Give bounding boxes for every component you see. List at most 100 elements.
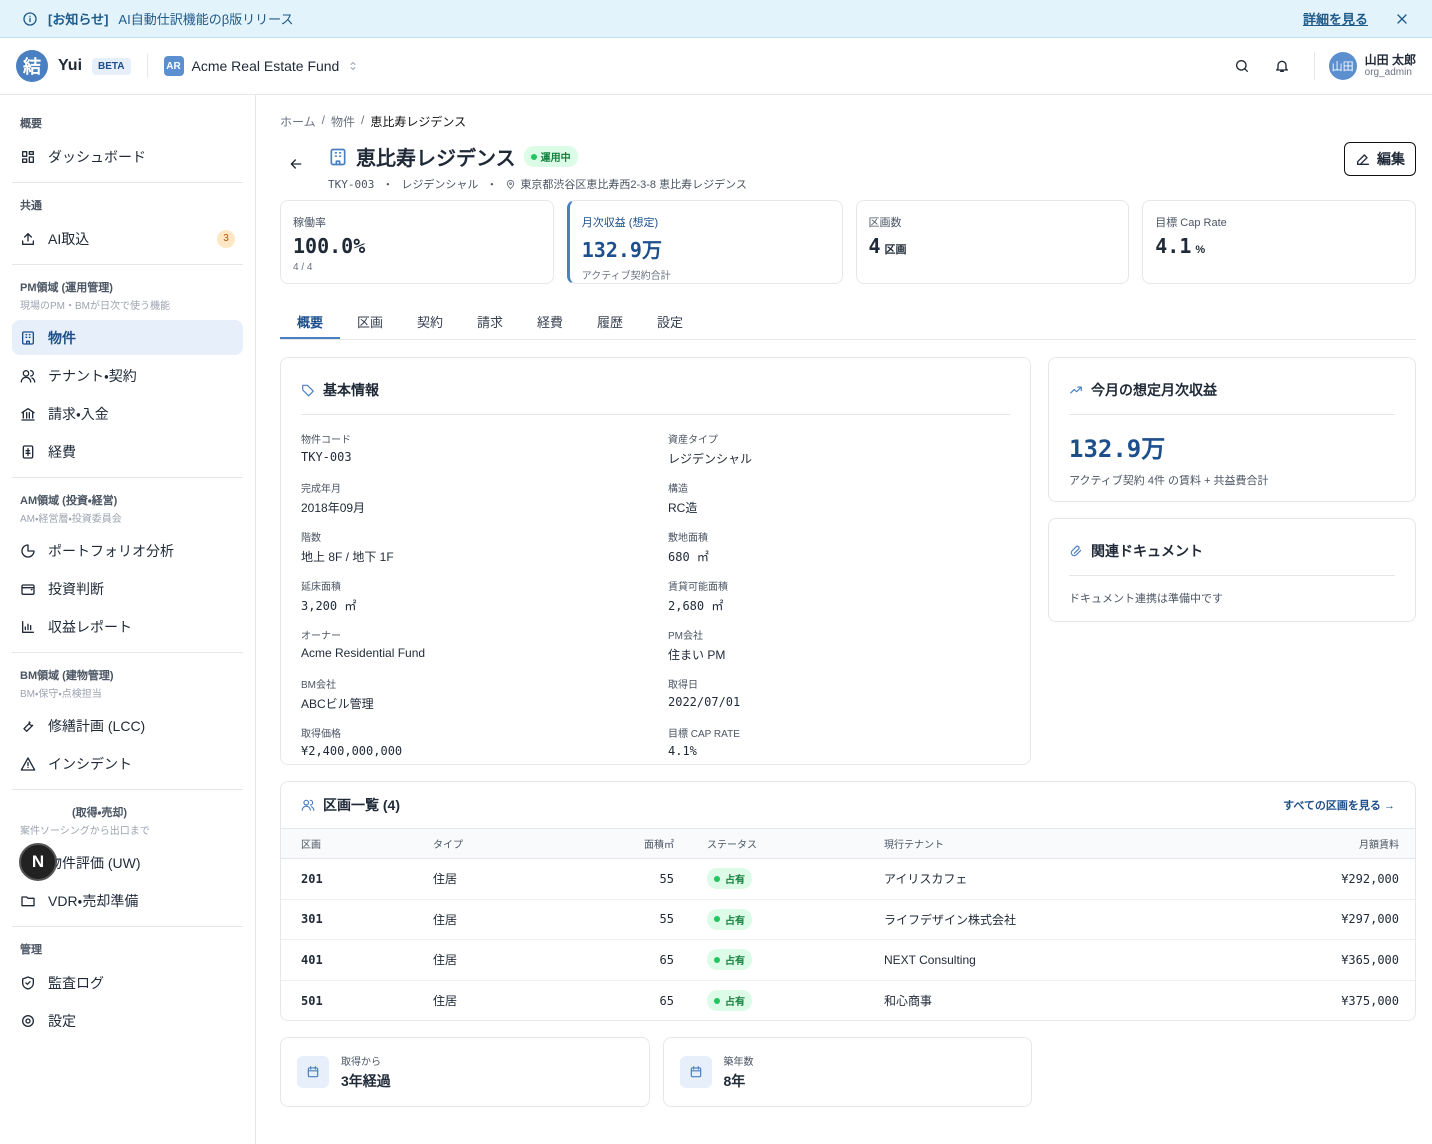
kpi-value-row: 132.9万 [582, 234, 830, 263]
field-label: 完成年月 [301, 484, 341, 495]
summary-text: 築年数 8年 [724, 1053, 754, 1091]
table-header: 区画 タイプ 面積㎡ ステータス 現行テナント 月額賃料 [281, 828, 1415, 859]
field-value: 2,680 ㎡ [668, 599, 724, 613]
nav-item[interactable]: 請求・入金 [12, 396, 243, 431]
nav-section-subtitle: BM・保守・点検担当 [20, 689, 102, 700]
user-menu[interactable]: 山田 山田 太郎 org_admin [1313, 52, 1416, 80]
icon [22, 975, 34, 990]
nav-section: 概要 ダッシュボード [12, 101, 243, 183]
tab[interactable]: 概要 [280, 300, 340, 339]
nav-item[interactable]: 収益レポート [12, 609, 243, 644]
kpi-card: 月次収益 (想定) 132.9万 アクティブ契約合計 [566, 200, 843, 284]
icon [22, 1014, 34, 1027]
logo: 結 [16, 50, 48, 82]
table-row[interactable]: 501 住居 65 占有 和心商事 ¥375,000 [281, 981, 1415, 1021]
status-text: 運用中 [540, 153, 571, 164]
table-cell: ¥375,000 [1341, 993, 1399, 1008]
status-badge: 占有 [707, 868, 752, 890]
kpi-label: 目標 Cap Rate [1155, 217, 1227, 229]
info-field: 賃貸可能面積 2,680 ㎡ [668, 578, 1010, 614]
kpi-value: 100.0% [293, 234, 366, 258]
summary-label: 取得から [341, 1057, 381, 1068]
tab[interactable]: 請求 [476, 315, 503, 330]
info-field: 敷地面積 680 ㎡ [668, 529, 1010, 565]
icon [302, 384, 314, 397]
breadcrumb-item[interactable]: 物件 [330, 115, 355, 129]
info-field: 資産タイプ レジデンシャル [668, 431, 1010, 467]
info-field: BM会社 ABCビル管理 [301, 676, 668, 712]
tab[interactable]: 区画 [356, 315, 383, 330]
tab[interactable]: 履歴 [596, 315, 623, 330]
org-switcher[interactable]: AR Acme Real Estate Fund [163, 56, 360, 76]
dev-indicator[interactable]: N [19, 843, 57, 881]
nav-section-subtitle: 現場のPM・BMが日次で使う機能 [20, 301, 170, 312]
nav-item[interactable]: 修繕計画 (LCC) [12, 708, 243, 743]
table-row[interactable]: 301 住居 55 占有 ライフデザイン株式会社 ¥297,000 [281, 900, 1415, 940]
nav-item[interactable]: VDR・売却準備 [12, 883, 243, 918]
property-address: 東京都渋谷区恵比寿西2-3-8 恵比寿レジデンス [520, 179, 747, 191]
icon [21, 583, 35, 595]
back-button[interactable] [288, 156, 304, 172]
status-badge: 占有 [707, 949, 752, 971]
user-info: 山田 太郎 org_admin [1364, 52, 1416, 78]
info-field: 延床面積 3,200 ㎡ [301, 578, 668, 614]
icon [507, 179, 515, 189]
nav-item[interactable]: 投資判断 [12, 571, 243, 606]
nav-item[interactable]: ポートフォリオ分析 [12, 533, 243, 568]
nav-section-title: 管理 [20, 944, 42, 956]
nav-section-title: AM領域 (投資・経営) [20, 495, 118, 507]
nav-item[interactable]: ダッシュボード [12, 139, 243, 174]
nav-item[interactable]: インシデント [12, 746, 243, 781]
kpi-sub: アクティブ契約合計 [581, 271, 671, 282]
tab[interactable]: 経費 [536, 315, 563, 330]
search-button[interactable] [1234, 58, 1250, 74]
summary-label: 築年数 [723, 1057, 754, 1068]
user-name: 山田 太郎 [1364, 52, 1416, 67]
banner-link[interactable]: 詳細を見る [1302, 12, 1368, 27]
nav-item[interactable]: テナント・契約 [12, 358, 243, 393]
field-value: 2018年09月 [301, 501, 366, 515]
tab[interactable]: 設定 [656, 315, 683, 330]
nav-item[interactable]: AI取込 3 [12, 221, 243, 256]
status-badge: 占有 [707, 990, 752, 1012]
left-column: 基本情報 物件コード TKY-003 資産タイプ レジデンシャル 完成年月 2018年09月… [280, 357, 1031, 765]
info-field: 構造 RC造 [668, 480, 1010, 516]
field-label: 物件コード [301, 435, 351, 446]
nav-item[interactable]: 監査ログ [12, 965, 243, 1000]
field-label: PM会社 [668, 631, 703, 642]
icon [22, 444, 34, 459]
field-label: 取得日 [668, 680, 698, 691]
icon [350, 62, 356, 70]
edit-button[interactable]: 編集 [1344, 142, 1416, 176]
nav-label: 修繕計画 (LCC) [48, 717, 146, 734]
nav-label: 設定 [48, 1012, 76, 1029]
tab[interactable]: 契約 [416, 315, 443, 330]
kpi-card: 稼働率 100.0% 4 / 4 [280, 200, 554, 284]
nav-label: インシデント [48, 755, 132, 772]
breadcrumb-item[interactable]: ホーム [280, 115, 316, 129]
table-row[interactable]: 201 住居 55 占有 アイリスカフェ ¥292,000 [281, 859, 1415, 900]
units-link[interactable]: すべての区画を見る → [1283, 800, 1395, 812]
field-label: 階数 [301, 533, 321, 544]
units-header: 区画一覧 (4) すべての区画を見る → [281, 782, 1415, 828]
nav-item[interactable]: 経費 [12, 434, 243, 469]
icon [1275, 60, 1288, 72]
property-type: レジデンシャル [401, 179, 479, 191]
nav-section: (取得・売却) 案件ソーシングから出口まで 物件評価 (UW) VDR・売却準備 [12, 790, 243, 927]
table-row[interactable]: 401 住居 65 占有 NEXT Consulting ¥365,000 [281, 940, 1415, 981]
notification-button[interactable] [1274, 58, 1290, 74]
field-value: 2022/07/01 [668, 695, 741, 709]
icon [23, 11, 37, 26]
table-cell: 301 [301, 912, 323, 927]
nav-label: ポートフォリオ分析 [48, 542, 174, 559]
nav-item[interactable]: 物件 [12, 320, 243, 355]
nav-item[interactable]: 設定 [12, 1003, 243, 1038]
column-header: 面積㎡ [644, 840, 674, 851]
column-header: 区画 [301, 840, 321, 851]
banner-tag: [お知らせ] [48, 12, 109, 27]
field-label: オーナー [301, 631, 341, 642]
close-button[interactable] [1394, 11, 1410, 27]
revenue-card: 今月の想定月次収益 132.9万 アクティブ契約 4件 の賃料 + 共益費合計 [1048, 357, 1416, 502]
sep: ・ [486, 179, 498, 191]
